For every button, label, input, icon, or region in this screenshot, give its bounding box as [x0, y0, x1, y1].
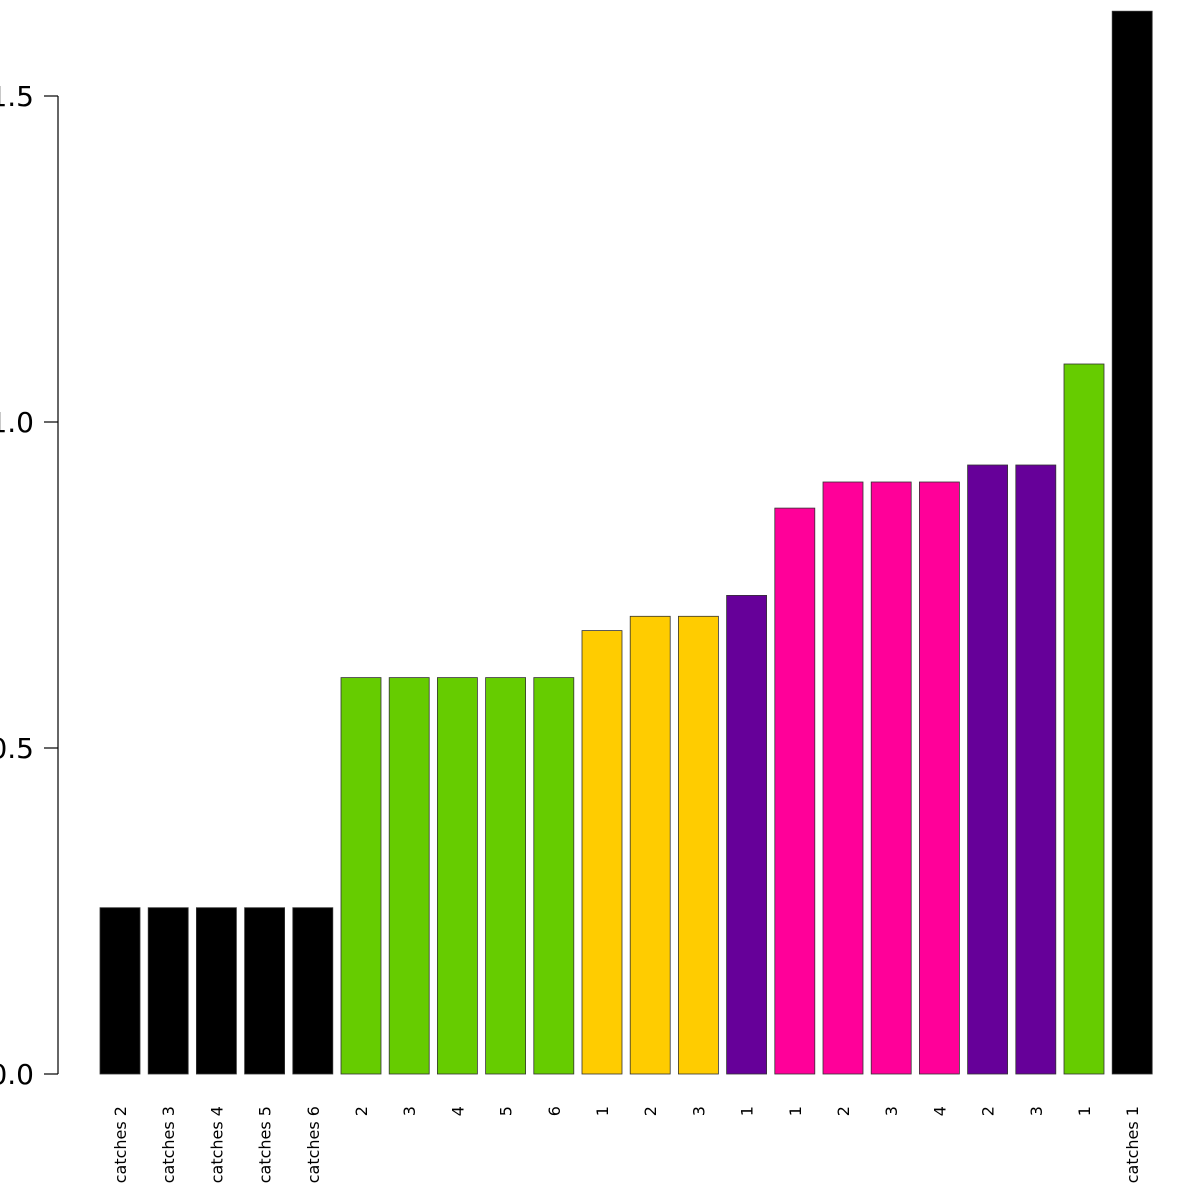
- y-tick-label: 0.0: [0, 1058, 34, 1091]
- bar: [99, 907, 141, 1075]
- x-tick-label: 2: [352, 1106, 371, 1116]
- x-tick-label: 2: [979, 1106, 998, 1116]
- bar: [388, 677, 430, 1075]
- bar: [1111, 10, 1153, 1075]
- bar: [629, 615, 671, 1075]
- x-tick-label: 3: [1027, 1106, 1046, 1116]
- y-axis: 0.0 0.5 1.0 1.5: [0, 80, 59, 1091]
- bar: [1063, 363, 1105, 1075]
- x-tick-label: 5: [497, 1106, 516, 1116]
- y-tick-label: 0.5: [0, 732, 34, 765]
- bar: [244, 907, 286, 1075]
- bar: [436, 677, 478, 1075]
- x-tick-label: 2: [641, 1106, 660, 1116]
- bar: [581, 630, 623, 1075]
- x-tick-label: 4: [930, 1106, 949, 1116]
- x-tick-label: catches 3: [159, 1106, 178, 1183]
- bar: [726, 595, 767, 1075]
- bar: [919, 481, 960, 1075]
- x-tick-label: 3: [400, 1106, 419, 1116]
- x-tick-label: 1: [1075, 1106, 1094, 1116]
- x-tick-label: catches 1: [1123, 1106, 1142, 1183]
- x-tick-label: 4: [448, 1106, 467, 1116]
- bar: [195, 907, 237, 1075]
- bar: [870, 481, 912, 1075]
- bar: [292, 907, 334, 1075]
- y-tick-label: 1.0: [0, 406, 34, 439]
- x-tick-label: catches 4: [207, 1106, 226, 1183]
- x-tick-label: catches 6: [304, 1106, 323, 1183]
- x-tick-label: 3: [689, 1106, 708, 1116]
- bar: [147, 907, 189, 1075]
- x-tick-label: 1: [738, 1106, 757, 1116]
- x-tick-label: 3: [882, 1106, 901, 1116]
- bar: [533, 677, 575, 1075]
- bars-group: [99, 10, 1153, 1075]
- bar: [822, 481, 864, 1075]
- bar: [340, 677, 382, 1075]
- bar: [774, 507, 816, 1075]
- y-tick-label: 1.5: [0, 80, 34, 113]
- x-tick-label: 1: [593, 1106, 612, 1116]
- x-tick-label: 6: [545, 1106, 564, 1116]
- x-tick-labels: catches 2 catches 3 catches 4 catches 5 catc…: [111, 1106, 1142, 1183]
- bar: [485, 677, 527, 1075]
- bar: [1015, 464, 1057, 1075]
- bar: [678, 615, 719, 1075]
- x-tick-label: catches 5: [256, 1106, 275, 1183]
- x-tick-label: 1: [786, 1106, 805, 1116]
- x-tick-label: catches 2: [111, 1106, 130, 1183]
- x-tick-label: 2: [834, 1106, 853, 1116]
- bar: [967, 464, 1008, 1075]
